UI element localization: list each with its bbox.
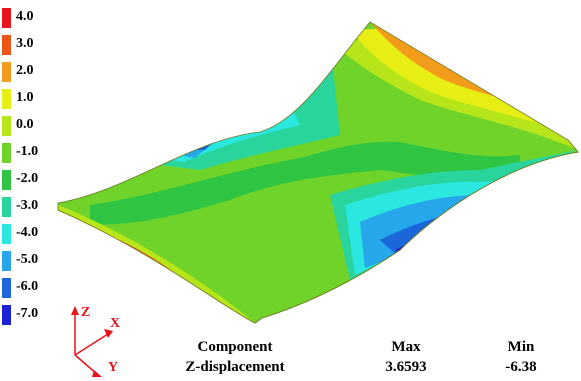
z-axis-label: Z (81, 305, 91, 320)
x-axis-arrow (74, 333, 109, 356)
max-value: 3.6593 (385, 359, 427, 375)
min-value: -6.38 (505, 359, 537, 375)
y-axis-arrow (74, 354, 98, 375)
legend-swatch (2, 143, 11, 163)
min-header: Min (507, 339, 535, 355)
x-axis-label: X (110, 316, 121, 331)
legend-label: 3.0 (16, 36, 34, 51)
legend-label: -2.0 (16, 171, 39, 186)
legend-label: 4.0 (16, 9, 34, 24)
legend-label: -3.0 (16, 198, 39, 213)
legend-label: -1.0 (16, 144, 39, 159)
legend-label: 0.0 (16, 117, 34, 132)
component-value: Z-displacement (185, 359, 285, 375)
legend-swatch (2, 197, 11, 217)
legend-label: 1.0 (16, 90, 34, 105)
legend-label: -4.0 (16, 225, 39, 240)
legend-swatch (2, 251, 11, 271)
component-header: Component (197, 339, 273, 355)
legend-swatch (2, 35, 11, 55)
axis-triad (71, 306, 113, 377)
legend-label: -5.0 (16, 252, 39, 267)
legend-swatch (2, 8, 11, 28)
legend-swatch (2, 278, 11, 298)
legend-swatch (2, 305, 11, 325)
legend-swatch (2, 89, 11, 109)
max-header: Max (391, 339, 421, 355)
legend-label: -7.0 (16, 306, 39, 321)
legend-swatch (2, 170, 11, 190)
y-axis-label: Y (108, 360, 119, 375)
legend-swatch (2, 116, 11, 136)
legend-label: -6.0 (16, 279, 39, 294)
legend-swatch (2, 224, 11, 244)
legend-label: 2.0 (16, 63, 34, 78)
legend-swatch (2, 62, 11, 82)
